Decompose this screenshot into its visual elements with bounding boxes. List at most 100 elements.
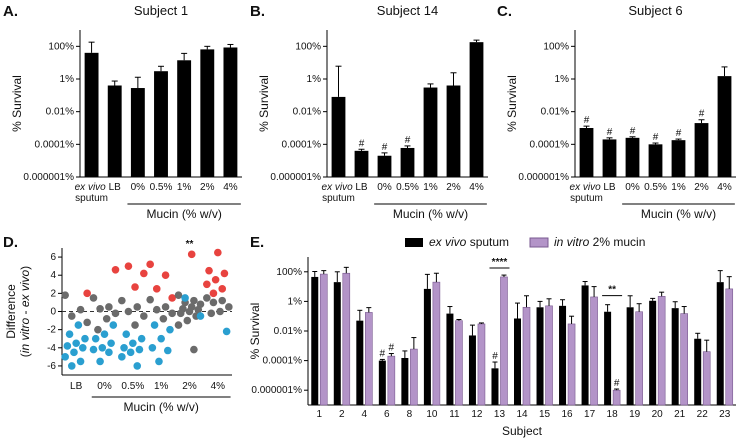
- x-tick-label: ex vivo sputum: [322, 182, 356, 204]
- text-span: sputum: [322, 193, 355, 204]
- legend-label: ex vivo sputum: [429, 235, 509, 249]
- text-span: #: [614, 378, 620, 389]
- text-span: #: [405, 135, 411, 146]
- point: [152, 285, 161, 293]
- x-tick-label: ex vivo sputum: [570, 182, 604, 204]
- error-bar: [726, 276, 732, 289]
- text-span: 1%: [307, 74, 322, 85]
- text-span: #: [676, 128, 682, 139]
- point: [118, 296, 126, 305]
- point: [196, 312, 205, 320]
- point: [146, 260, 154, 269]
- y-axis-label: % Survival: [248, 303, 262, 360]
- x-tick-label: 0.5%: [150, 182, 173, 193]
- bar: [725, 288, 734, 406]
- y-tick-label: 6: [50, 252, 56, 263]
- point: [181, 294, 189, 302]
- bar: [694, 123, 709, 177]
- point: [94, 325, 102, 334]
- annotation: #: [653, 132, 659, 143]
- point: [70, 348, 78, 357]
- error-bar: [366, 307, 372, 313]
- text-span: 1%: [671, 182, 686, 193]
- text-span: sputum: [75, 193, 108, 204]
- text-span: 0.01%: [293, 106, 321, 117]
- y-tick-label: 0.000001%: [251, 385, 302, 396]
- y-tick-label: -4: [47, 342, 56, 353]
- annotation: #: [699, 108, 705, 119]
- x-tick-label: 20: [652, 409, 664, 420]
- bar: [581, 285, 589, 405]
- bar: [649, 300, 657, 405]
- error-bar: [335, 65, 342, 97]
- x-tick-label: 2: [339, 409, 345, 420]
- bar: [717, 76, 732, 177]
- point: [81, 334, 89, 343]
- error-bar: [158, 65, 164, 72]
- text-span: 1%: [60, 74, 75, 85]
- error-bar: [404, 145, 411, 148]
- x-tick-label: 0%: [97, 381, 112, 392]
- error-bar: [343, 266, 349, 274]
- y-tick-label: 0.01%: [293, 106, 321, 117]
- point: [124, 307, 133, 316]
- group-label: Mucin (% w/v): [123, 400, 198, 414]
- point: [161, 303, 170, 311]
- error-bar: [388, 353, 394, 357]
- bar: [354, 150, 369, 177]
- error-bar: [181, 52, 188, 61]
- text-span: 16: [561, 409, 573, 420]
- point: [129, 339, 137, 348]
- annotation: #: [630, 125, 636, 136]
- point: [76, 305, 85, 314]
- bar: [491, 368, 499, 405]
- x-tick-label: ex vivo sputum: [75, 182, 109, 204]
- y-tick-label: 0.01%: [541, 106, 569, 117]
- bar: [500, 276, 508, 406]
- text-span: -2: [47, 324, 56, 335]
- point: [185, 307, 194, 316]
- text-span: 0.000001%: [23, 172, 74, 183]
- text-span: % Survival: [505, 75, 519, 132]
- error-bar: [560, 299, 566, 306]
- text-span: Subject: [502, 424, 543, 438]
- legend-swatch: [529, 237, 549, 248]
- text-span: 1%: [177, 182, 192, 193]
- x-tick-label: 1%: [154, 381, 169, 392]
- point: [174, 321, 183, 329]
- text-span: 17: [584, 409, 596, 420]
- text-span: 19: [629, 409, 641, 420]
- text-span: LB: [109, 182, 122, 193]
- text-span: #: [389, 342, 395, 353]
- point: [222, 327, 231, 336]
- point: [133, 303, 142, 311]
- text-span: 0.0001%: [35, 139, 75, 150]
- error-bar: [334, 271, 340, 283]
- text-span: 4%: [717, 182, 732, 193]
- bar: [455, 320, 463, 406]
- point: [67, 312, 76, 320]
- text-span: 100%: [543, 41, 569, 52]
- error-bar: [358, 148, 365, 151]
- panel-label: E.: [250, 234, 264, 251]
- text-span: Mucin (% w/v): [146, 207, 221, 221]
- x-tick-label: 1%: [177, 182, 192, 193]
- x-tick-label: 21: [674, 409, 686, 420]
- bar: [423, 288, 431, 405]
- x-tick-label: 14: [516, 409, 528, 420]
- text-span: #: [607, 126, 613, 137]
- point: [225, 303, 233, 311]
- chart-title: Subject 6: [628, 3, 682, 18]
- annotation: #: [389, 342, 395, 353]
- error-bar: [492, 361, 498, 369]
- point: [150, 321, 159, 329]
- text-span: 22: [697, 409, 709, 420]
- text-span: ****: [492, 257, 508, 268]
- bar: [590, 296, 598, 406]
- bar: [319, 273, 328, 406]
- y-axis-label: % Survival: [10, 75, 24, 132]
- text-span: 0%: [377, 182, 392, 193]
- error-bar: [381, 152, 388, 156]
- error-bar: [650, 297, 656, 301]
